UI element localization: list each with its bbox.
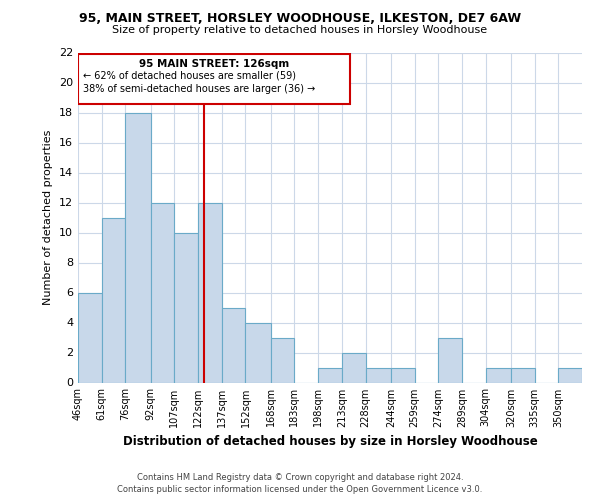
Bar xyxy=(438,338,462,382)
FancyBboxPatch shape xyxy=(78,54,350,104)
Bar xyxy=(125,112,151,382)
Bar xyxy=(222,308,245,382)
Text: ← 62% of detached houses are smaller (59): ← 62% of detached houses are smaller (59… xyxy=(83,70,296,81)
X-axis label: Distribution of detached houses by size in Horsley Woodhouse: Distribution of detached houses by size … xyxy=(122,435,538,448)
Bar xyxy=(271,338,295,382)
Text: Size of property relative to detached houses in Horsley Woodhouse: Size of property relative to detached ho… xyxy=(112,25,488,35)
Bar xyxy=(78,292,101,382)
Bar xyxy=(391,368,415,382)
Y-axis label: Number of detached properties: Number of detached properties xyxy=(43,130,53,305)
Bar xyxy=(365,368,391,382)
Bar xyxy=(318,368,342,382)
Bar xyxy=(198,202,222,382)
Text: 95 MAIN STREET: 126sqm: 95 MAIN STREET: 126sqm xyxy=(139,58,289,68)
Text: 95, MAIN STREET, HORSLEY WOODHOUSE, ILKESTON, DE7 6AW: 95, MAIN STREET, HORSLEY WOODHOUSE, ILKE… xyxy=(79,12,521,26)
Bar xyxy=(151,202,175,382)
Bar xyxy=(101,218,125,382)
Text: 38% of semi-detached houses are larger (36) →: 38% of semi-detached houses are larger (… xyxy=(83,84,315,94)
Bar xyxy=(245,322,271,382)
Bar xyxy=(485,368,511,382)
Bar xyxy=(175,232,198,382)
Bar xyxy=(342,352,365,382)
Text: Contains HM Land Registry data © Crown copyright and database right 2024.
Contai: Contains HM Land Registry data © Crown c… xyxy=(118,472,482,494)
Bar xyxy=(559,368,582,382)
Bar xyxy=(511,368,535,382)
